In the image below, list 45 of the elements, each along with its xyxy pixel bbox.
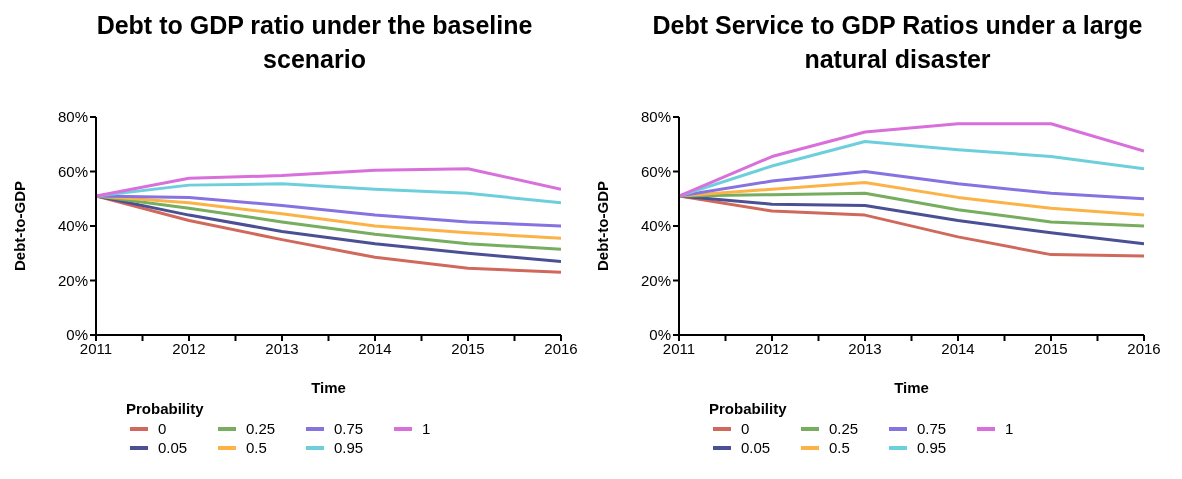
legend-label: 0.95 — [917, 439, 947, 456]
line-series — [96, 194, 561, 228]
legend-label: 0.75 — [334, 420, 364, 437]
x-tick-label: 2012 — [755, 339, 789, 357]
y-axis-title: Debt-to-GDP — [11, 181, 29, 271]
line-series — [96, 167, 561, 198]
legend-label: 0.05 — [741, 439, 771, 456]
y-axis-title: Debt-to-GDP — [594, 181, 612, 271]
x-tick-label: 2013 — [848, 339, 882, 357]
x-tick-label: 2013 — [265, 339, 299, 357]
legend-label: 0.25 — [829, 420, 859, 437]
chart-title: Debt to GDP ratio under the baseline scenario — [95, 10, 534, 75]
y-tick-label: 40% — [57, 217, 88, 235]
x-tick-label: 2015 — [1034, 339, 1068, 357]
line-series — [679, 170, 1144, 201]
legend-label: 0.5 — [246, 439, 267, 456]
legend-label: 0 — [158, 420, 167, 437]
y-tick-label: 60% — [57, 162, 88, 180]
x-tick-label: 2014 — [358, 339, 392, 357]
x-tick-label: 2012 — [172, 339, 206, 357]
y-tick-label: 80% — [640, 108, 671, 126]
legend-label: 1 — [422, 420, 431, 437]
y-tick-label: 40% — [640, 217, 671, 235]
y-tick-label: 20% — [57, 271, 88, 289]
legend-label: 0.05 — [158, 439, 188, 456]
legend-label: 0 — [741, 420, 750, 437]
y-tick-label: 80% — [57, 108, 88, 126]
line-series — [679, 194, 1144, 246]
legend-label: 0.25 — [246, 420, 276, 437]
x-tick-label: 2016 — [544, 339, 578, 357]
x-axis-title: Time — [311, 379, 346, 396]
legend-label: 1 — [1005, 420, 1014, 437]
line-series — [679, 122, 1144, 198]
x-tick-label: 2016 — [1127, 339, 1161, 357]
y-tick-label: 20% — [640, 271, 671, 289]
legend-title: Probability — [126, 400, 205, 417]
legend-title: Probability — [709, 400, 788, 417]
y-tick-label: 60% — [640, 162, 671, 180]
x-tick-label: 2015 — [451, 339, 485, 357]
legend-label: 0.95 — [334, 439, 364, 456]
x-tick-label: 2014 — [941, 339, 975, 357]
legend-label: 0.75 — [917, 420, 947, 437]
legend-label: 0.5 — [829, 439, 850, 456]
x-axis-title: Time — [894, 379, 929, 396]
chart-title: Debt Service to GDP Ratios under a large natural disaster — [651, 10, 1144, 75]
